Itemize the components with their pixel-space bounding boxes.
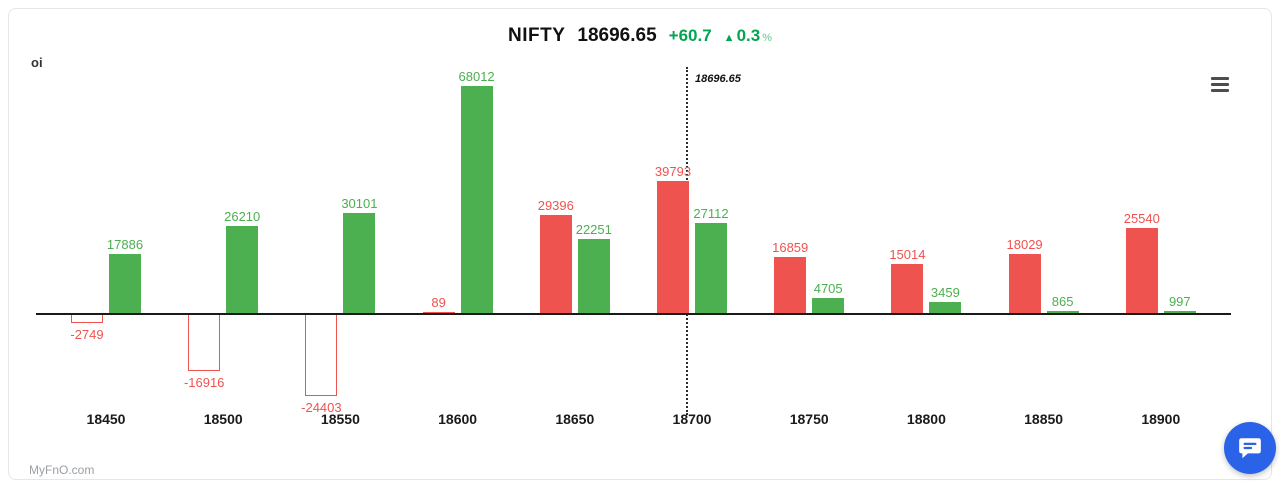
green-bar-18550[interactable] <box>343 213 376 314</box>
chat-bubble-icon <box>1239 438 1261 459</box>
green-bar-18850[interactable] <box>1046 311 1079 314</box>
red-value-label-18550: -24403 <box>301 399 342 415</box>
red-bar-18850[interactable] <box>1008 253 1041 314</box>
percent-change: 0.3 <box>736 26 761 45</box>
red-value-label-18750: 16859 <box>772 240 809 256</box>
red-value-label-18850: 18029 <box>1006 236 1043 252</box>
red-bar-18750[interactable] <box>774 257 807 314</box>
red-bar-18450[interactable] <box>71 314 103 324</box>
chart-title: NIFTY 18696.65 +60.7 ▲ 0.3 % <box>9 25 1271 47</box>
x-axis-label-18750: 18750 <box>789 411 829 427</box>
green-value-label-18650: 22251 <box>575 222 612 238</box>
green-bar-18500[interactable] <box>226 226 259 314</box>
percent-symbol: % <box>762 32 772 44</box>
green-bar-18450[interactable] <box>109 254 141 314</box>
spot-price: 18696.65 <box>577 25 657 46</box>
red-value-label-18450: -2749 <box>70 327 104 343</box>
percent-change-group: ▲ 0.3 % <box>724 26 772 46</box>
red-bar-18800[interactable] <box>891 263 924 314</box>
green-value-label-18550: 30101 <box>341 196 378 212</box>
green-bar-18650[interactable] <box>577 239 610 314</box>
green-value-label-18900: 997 <box>1168 293 1191 309</box>
red-value-label-18900: 25540 <box>1123 211 1160 227</box>
chart-card: NIFTY 18696.65 +60.7 ▲ 0.3 % oi 18696.65… <box>8 8 1272 480</box>
green-value-label-18750: 4705 <box>813 281 843 297</box>
green-bar-18800[interactable] <box>929 302 962 314</box>
x-axis-label-18600: 18600 <box>438 411 478 427</box>
watermark: MyFnO.com <box>29 463 95 477</box>
symbol-name: NIFTY <box>508 25 566 46</box>
red-value-label-18600: 89 <box>431 295 446 310</box>
green-bar-18900[interactable] <box>1163 310 1196 314</box>
x-axis-label-18650: 18650 <box>555 411 595 427</box>
x-axis-label-18450: 18450 <box>86 411 126 427</box>
red-value-label-18500: -16916 <box>183 374 225 390</box>
bar-chart-plot-area: 18696.65 -2749 17886 18450 -16916 26210 18500… <box>9 9 1271 479</box>
green-bar-18700[interactable] <box>695 223 727 314</box>
green-value-label-18700: 27112 <box>693 206 729 222</box>
x-axis-label-18700: 18700 <box>672 411 712 427</box>
green-value-label-18800: 3459 <box>930 285 960 301</box>
red-bar-18900[interactable] <box>1125 228 1158 314</box>
hamburger-menu-icon[interactable] <box>1211 77 1229 95</box>
red-bar-18500[interactable] <box>188 314 221 371</box>
red-value-label-18700: 39793 <box>654 163 692 179</box>
x-axis-label-18550: 18550 <box>320 411 360 427</box>
price-change: +60.7 <box>668 26 712 45</box>
hamburger-bar <box>1211 83 1229 86</box>
x-axis-label-18800: 18800 <box>906 411 946 427</box>
red-bar-18650[interactable] <box>539 215 572 314</box>
red-bar-18550[interactable] <box>305 314 338 396</box>
x-axis-line <box>36 313 1231 315</box>
green-value-label-18600: 68012 <box>458 69 495 84</box>
hamburger-bar <box>1211 89 1229 92</box>
x-axis-label-18500: 18500 <box>203 411 243 427</box>
hamburger-bar <box>1211 77 1229 80</box>
green-value-label-18500: 26210 <box>224 209 261 225</box>
x-axis-label-18850: 18850 <box>1024 411 1064 427</box>
green-bar-18750[interactable] <box>812 298 845 314</box>
red-bar-18700[interactable] <box>657 180 689 314</box>
spot-price-line-label: 18696.65 <box>695 73 741 85</box>
red-value-label-18650: 29396 <box>537 198 574 214</box>
x-axis-label-18900: 18900 <box>1141 411 1181 427</box>
green-value-label-18850: 865 <box>1051 294 1074 310</box>
chat-widget-button[interactable] <box>1224 422 1276 474</box>
green-bar-18600[interactable] <box>460 86 493 314</box>
red-value-label-18800: 15014 <box>889 246 926 262</box>
green-value-label-18450: 17886 <box>106 237 144 253</box>
up-arrow-icon: ▲ <box>723 32 735 44</box>
y-axis-title: oi <box>31 55 43 70</box>
